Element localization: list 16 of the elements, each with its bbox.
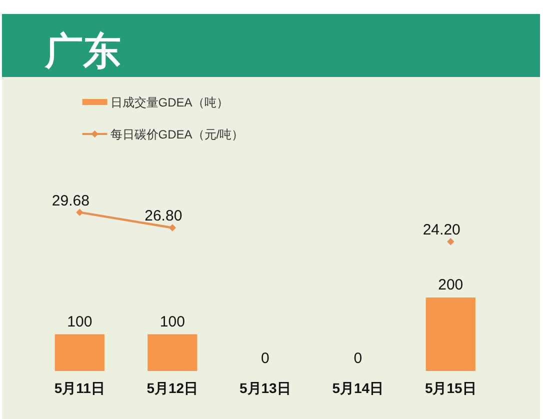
data-label: 0 xyxy=(260,350,270,367)
x-tick-label: 5月11日 xyxy=(54,380,105,396)
x-tick-label: 5月13日 xyxy=(239,380,291,396)
data-label: 100 xyxy=(67,313,92,330)
x-tick-label: 5月15日 xyxy=(424,380,476,396)
title: 广东 xyxy=(45,31,121,73)
data-label: 24.20 xyxy=(422,222,460,239)
data-label: 100 xyxy=(160,313,185,330)
x-tick-label: 5月14日 xyxy=(332,380,384,396)
legend-label: 日成交量GDEA（吨） xyxy=(110,96,228,110)
legend-label: 每日碳价GDEA（元/吨） xyxy=(110,128,244,142)
x-tick-label: 5月12日 xyxy=(146,380,198,396)
data-label: 0 xyxy=(354,350,362,367)
data-label: 26.80 xyxy=(144,208,182,225)
data-label: 29.68 xyxy=(52,192,90,210)
data-label: 200 xyxy=(438,276,464,294)
